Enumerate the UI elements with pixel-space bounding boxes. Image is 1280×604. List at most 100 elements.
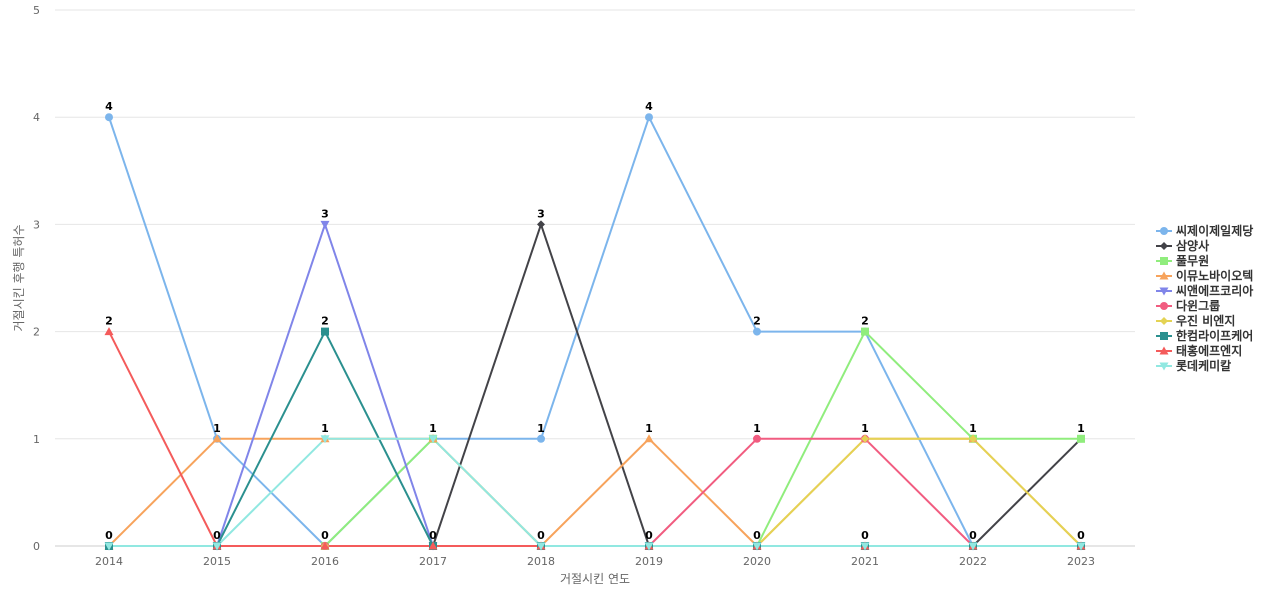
data-label: 2 xyxy=(105,315,113,328)
series-line[interactable] xyxy=(108,437,1082,547)
x-tick-label: 2021 xyxy=(851,555,879,568)
data-label: 0 xyxy=(753,529,761,542)
series-point[interactable] xyxy=(212,542,222,551)
data-label: 0 xyxy=(537,529,545,542)
legend-label: 이뮤노바이오텍 xyxy=(1176,268,1253,283)
data-label: 2 xyxy=(861,315,869,328)
legend-label: 씨제이제일제당 xyxy=(1176,223,1253,238)
legend-swatch-marker xyxy=(1160,302,1168,310)
series-point[interactable] xyxy=(968,542,978,551)
series-point[interactable] xyxy=(1077,434,1085,443)
series-point[interactable] xyxy=(105,113,113,122)
data-label: 1 xyxy=(753,422,761,435)
legend-label: 삼양사 xyxy=(1176,238,1209,253)
data-label: 1 xyxy=(537,422,545,435)
series-point[interactable] xyxy=(104,327,114,336)
legend-item[interactable]: 이뮤노바이오텍 xyxy=(1156,268,1253,283)
data-label: 0 xyxy=(969,529,977,542)
y-tick-label: 4 xyxy=(33,111,40,124)
series-point[interactable] xyxy=(320,541,330,550)
data-label: 0 xyxy=(105,529,113,542)
data-label: 2 xyxy=(321,315,329,328)
series-point[interactable] xyxy=(752,542,762,551)
legend-label: 한컴라이프케어 xyxy=(1176,328,1253,343)
x-tick-label: 2022 xyxy=(959,555,987,568)
data-label: 4 xyxy=(645,100,653,113)
series-point[interactable] xyxy=(645,113,653,122)
legend-label: 씨앤에프코리아 xyxy=(1176,283,1253,298)
data-label: 1 xyxy=(213,422,221,435)
series-point[interactable] xyxy=(104,542,114,551)
data-label: 1 xyxy=(645,422,653,435)
y-axis-title: 거절시킨 후행 특허수 xyxy=(11,225,26,332)
data-label: 1 xyxy=(861,422,869,435)
series-point[interactable] xyxy=(212,434,222,443)
legend-item[interactable]: 씨앤에프코리아 xyxy=(1156,283,1253,298)
data-label: 1 xyxy=(969,422,977,435)
data-label: 0 xyxy=(645,529,653,542)
series-point[interactable] xyxy=(536,542,546,551)
legend-item[interactable]: 삼양사 xyxy=(1156,238,1209,253)
y-tick-label: 5 xyxy=(33,4,40,17)
legend-item[interactable]: 우진 비엔지 xyxy=(1156,313,1235,328)
data-label: 2 xyxy=(753,315,761,328)
series-point[interactable] xyxy=(321,327,329,336)
series-point[interactable] xyxy=(320,435,330,444)
legend-swatch-marker xyxy=(1159,346,1169,355)
series-point[interactable] xyxy=(428,435,438,444)
x-axis-title: 거절시킨 연도 xyxy=(560,572,630,586)
series-point[interactable] xyxy=(537,220,545,229)
legend-item[interactable]: 태홍에프엔지 xyxy=(1156,343,1242,358)
x-tick-label: 2016 xyxy=(311,555,339,568)
y-tick-label: 0 xyxy=(33,540,40,553)
data-label: 0 xyxy=(321,529,329,542)
series-markers xyxy=(104,113,1086,551)
series-lines xyxy=(108,116,1082,547)
series-point[interactable] xyxy=(537,434,545,443)
series-point[interactable] xyxy=(320,220,330,229)
legend-swatch-marker xyxy=(1160,332,1168,340)
x-tick-label: 2015 xyxy=(203,555,231,568)
legend-item[interactable]: 롯데케미칼 xyxy=(1156,358,1231,373)
x-tick-label: 2023 xyxy=(1067,555,1095,568)
series-point[interactable] xyxy=(1076,542,1086,551)
data-label: 0 xyxy=(213,529,221,542)
series-point[interactable] xyxy=(753,434,761,443)
legend-swatch-marker xyxy=(1160,227,1168,235)
series-point[interactable] xyxy=(861,434,869,443)
legend-swatch-marker xyxy=(1160,317,1168,325)
legend-item[interactable]: 씨제이제일제당 xyxy=(1156,223,1253,238)
y-tick-label: 3 xyxy=(33,218,40,231)
legend-item[interactable]: 한컴라이프케어 xyxy=(1156,328,1253,343)
series-point[interactable] xyxy=(644,542,654,551)
data-label: 1 xyxy=(321,422,329,435)
x-tick-label: 2014 xyxy=(95,555,123,568)
legend-item[interactable]: 풀무원 xyxy=(1156,253,1209,268)
legend-swatch-marker xyxy=(1159,271,1169,280)
series-point[interactable] xyxy=(428,541,438,550)
legend-item[interactable]: 다윈그룹 xyxy=(1156,298,1220,313)
series-point[interactable] xyxy=(644,434,654,443)
legend-swatch-marker xyxy=(1159,287,1169,296)
data-label: 1 xyxy=(1077,422,1085,435)
legend-label: 다윈그룹 xyxy=(1176,298,1220,313)
data-labels: 4 0 2 1 0 0 1 3 2 1 0 1 3 0 4 0 1 2 0 1 2 0 1 0 1 0 1 xyxy=(105,100,1085,542)
data-label: 0 xyxy=(861,529,869,542)
y-tick-label: 1 xyxy=(33,433,40,446)
series-line[interactable] xyxy=(108,437,1082,547)
legend-swatch-marker xyxy=(1160,242,1168,250)
series-point[interactable] xyxy=(861,327,869,336)
series-point[interactable] xyxy=(753,327,761,336)
x-tick-label: 2017 xyxy=(419,555,447,568)
legend-label: 우진 비엔지 xyxy=(1176,313,1235,328)
series-point[interactable] xyxy=(860,542,870,551)
series-point[interactable] xyxy=(969,434,977,443)
legend-swatch-marker xyxy=(1159,362,1169,371)
series-line[interactable] xyxy=(108,223,1082,547)
x-tick-label: 2018 xyxy=(527,555,555,568)
data-label: 3 xyxy=(321,207,329,220)
legend-swatch-marker xyxy=(1160,257,1168,265)
